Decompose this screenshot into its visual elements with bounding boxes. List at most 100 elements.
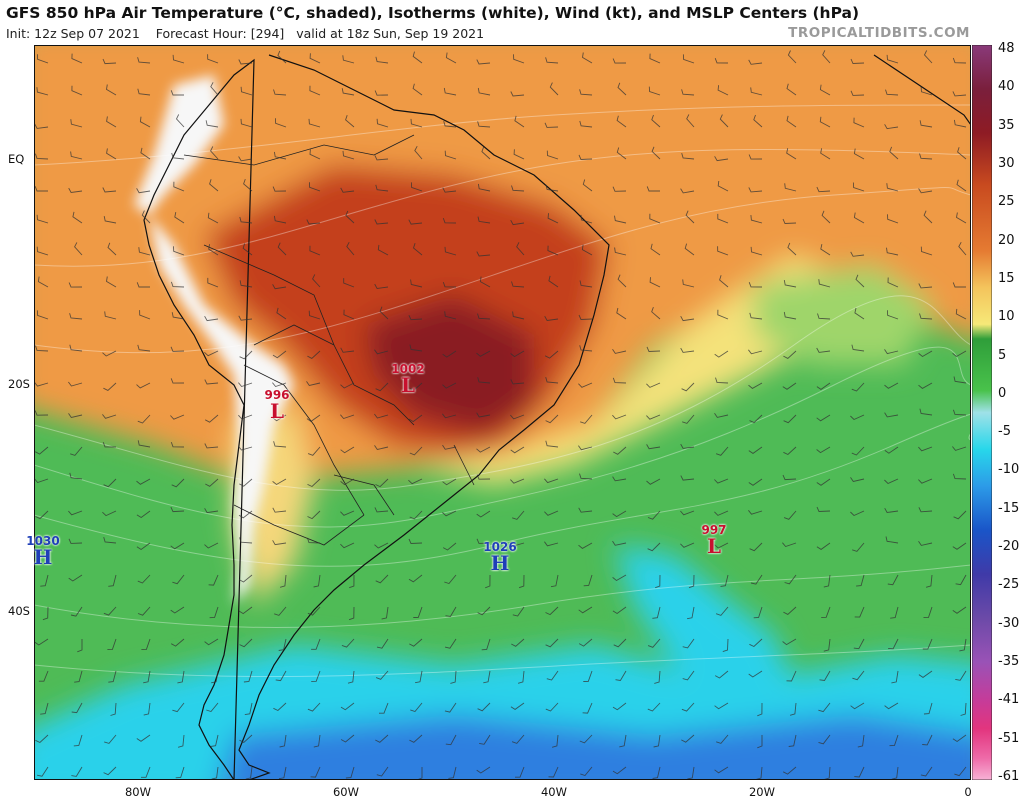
- wind-barb: [922, 638, 933, 650]
- wind-barb: [511, 638, 525, 647]
- wind-barb: [171, 312, 185, 320]
- low-symbol: L: [400, 373, 416, 397]
- field-yellow-belt: [414, 255, 854, 485]
- wind-barb: [409, 382, 423, 391]
- wind-barb: [850, 510, 865, 517]
- wind-barb: [748, 670, 763, 678]
- temperature-map: [34, 45, 971, 780]
- wind-barb: [544, 315, 559, 321]
- wind-barb: [887, 214, 899, 224]
- wind-barb: [646, 478, 661, 485]
- wind-barb: [850, 58, 865, 64]
- coastline-africa: [873, 54, 971, 126]
- wind-barb: [307, 446, 321, 456]
- wind-barb: [410, 702, 423, 713]
- colorbar-tick: 48: [998, 41, 1015, 56]
- wind-barb: [375, 670, 389, 680]
- wind-barb: [786, 670, 797, 682]
- wind-barb: [306, 219, 321, 225]
- wind-barb: [717, 246, 729, 256]
- wind-barb: [582, 179, 593, 192]
- wind-barb: [137, 414, 151, 424]
- wind-barb: [376, 766, 389, 777]
- wind-barb: [102, 58, 117, 65]
- wind-barb: [341, 88, 355, 96]
- wind-barb: [477, 87, 491, 96]
- wind-barb: [748, 382, 763, 389]
- wind-barb: [37, 766, 49, 777]
- wind-barb: [854, 766, 865, 778]
- wind-barb: [578, 507, 593, 513]
- wind-barb: [204, 315, 219, 322]
- wind-barb: [510, 350, 525, 358]
- pressure-value: 1030: [26, 534, 60, 548]
- wind-barb: [485, 574, 491, 589]
- wind-barb: [170, 441, 185, 448]
- wind-barb: [345, 115, 355, 128]
- wind-barb: [374, 413, 389, 419]
- wind-barb: [786, 148, 797, 160]
- wind-barb: [40, 574, 49, 587]
- wind-barb: [856, 574, 865, 587]
- wind-barb: [923, 702, 933, 715]
- wind-barb: [955, 574, 967, 586]
- wind-barb: [103, 216, 117, 224]
- wind-barb: [544, 541, 559, 547]
- wind-barb: [137, 606, 151, 616]
- andes-mask-central: [149, 215, 294, 605]
- wind-barb: [850, 477, 865, 483]
- lon-label-80w: 80W: [124, 785, 152, 799]
- wind-barb: [714, 702, 729, 710]
- wind-barb: [209, 606, 219, 619]
- wind-barb: [952, 734, 967, 743]
- wind-barb: [682, 670, 695, 681]
- wind-barb: [244, 702, 253, 716]
- wind-barb: [37, 276, 49, 288]
- wind-barb: [340, 702, 355, 711]
- wind-barb: [852, 182, 865, 192]
- wind-barb: [340, 347, 355, 353]
- field-lightgreen-east: [754, 265, 934, 365]
- wind-barb: [239, 638, 253, 648]
- wind-barb: [886, 247, 899, 256]
- wind-barb: [172, 54, 185, 64]
- wind-barb: [408, 414, 423, 423]
- wind-barb: [477, 121, 491, 128]
- wind-barb: [578, 606, 593, 614]
- wind-barb: [143, 670, 151, 684]
- wind-barb: [919, 153, 933, 160]
- wind-barb: [649, 213, 661, 224]
- wind-barb: [238, 382, 253, 388]
- wind-barb: [483, 670, 491, 684]
- wind-barb: [348, 606, 355, 621]
- low-symbol: L: [706, 534, 722, 558]
- wind-barb: [612, 606, 627, 615]
- colorbar-tick: -35: [998, 654, 1020, 670]
- wind-barb: [889, 734, 899, 747]
- wind-barb: [374, 155, 389, 161]
- wind-barb: [345, 766, 355, 779]
- wind-barb: [550, 574, 559, 588]
- wind-barb: [653, 734, 661, 748]
- wind-barb: [688, 574, 695, 589]
- wind-barb: [409, 734, 423, 743]
- wind-barb: [959, 638, 967, 652]
- wind-barb: [307, 702, 321, 712]
- wind-barb: [715, 446, 729, 456]
- wind-barb: [309, 85, 321, 96]
- wind-barb: [375, 478, 389, 488]
- wind-barb: [820, 244, 831, 256]
- wind-barb: [170, 346, 185, 352]
- wind-barb: [783, 311, 797, 320]
- wind-barb: [716, 734, 729, 744]
- wind-barb: [783, 350, 797, 359]
- wind-barb: [885, 536, 899, 544]
- wind-barb: [243, 670, 253, 683]
- wind-barb: [103, 478, 117, 488]
- wind-barb: [919, 120, 933, 128]
- wind-barb: [170, 606, 185, 614]
- wind-barb: [34, 381, 49, 387]
- wind-barb: [103, 382, 117, 391]
- wind-barb: [374, 507, 389, 513]
- wind-barb: [783, 414, 797, 424]
